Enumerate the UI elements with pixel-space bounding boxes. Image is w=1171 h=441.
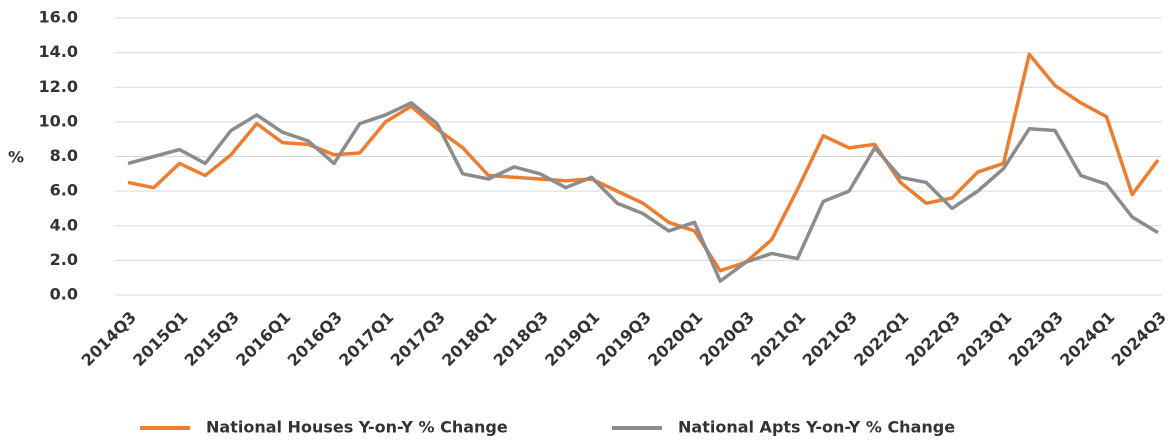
- x-tick-label: 2014Q3: [78, 308, 140, 370]
- x-tick-label: 2015Q1: [129, 308, 191, 370]
- x-tick-label: 2016Q1: [232, 308, 294, 370]
- legend-label: National Apts Y-on-Y % Change: [678, 418, 955, 437]
- y-tick-label: 8.0: [50, 146, 78, 165]
- y-tick-label: 2.0: [50, 250, 78, 269]
- x-tick-label: 2019Q1: [541, 308, 603, 370]
- y-tick-label: 6.0: [50, 181, 78, 200]
- x-tick-label: 2015Q3: [181, 308, 243, 370]
- x-tick-label: 2024Q1: [1056, 308, 1118, 370]
- x-tick-label: 2021Q3: [799, 308, 861, 370]
- x-tick-label: 2022Q1: [850, 308, 912, 370]
- legend-label: National Houses Y-on-Y % Change: [206, 418, 508, 437]
- x-tick-label: 2024Q3: [1108, 308, 1170, 370]
- series-line: [127, 101, 1159, 283]
- x-tick-label: 2018Q1: [438, 308, 500, 370]
- x-tick-label: 2020Q3: [696, 308, 758, 370]
- x-tick-label: 2017Q1: [335, 308, 397, 370]
- y-tick-label: 4.0: [50, 215, 78, 234]
- x-tick-label: 2016Q3: [284, 308, 346, 370]
- x-tick-label: 2020Q1: [644, 308, 706, 370]
- x-tick-label: 2023Q3: [1005, 308, 1067, 370]
- y-tick-label: 0.0: [50, 285, 78, 304]
- y-tick-label: 10.0: [39, 111, 78, 130]
- x-tick-label: 2022Q3: [902, 308, 964, 370]
- y-tick-label: 16.0: [39, 8, 78, 27]
- x-tick-label: 2019Q3: [593, 308, 655, 370]
- x-tick-label: 2021Q1: [747, 308, 809, 370]
- x-tick-label: 2017Q3: [387, 308, 449, 370]
- y-axis-label: %: [8, 148, 24, 167]
- y-tick-label: 12.0: [39, 77, 78, 96]
- series-line: [127, 52, 1160, 273]
- x-tick-label: 2018Q3: [490, 308, 552, 370]
- x-tick-label: 2023Q1: [953, 308, 1015, 370]
- y-tick-label: 14.0: [39, 42, 78, 61]
